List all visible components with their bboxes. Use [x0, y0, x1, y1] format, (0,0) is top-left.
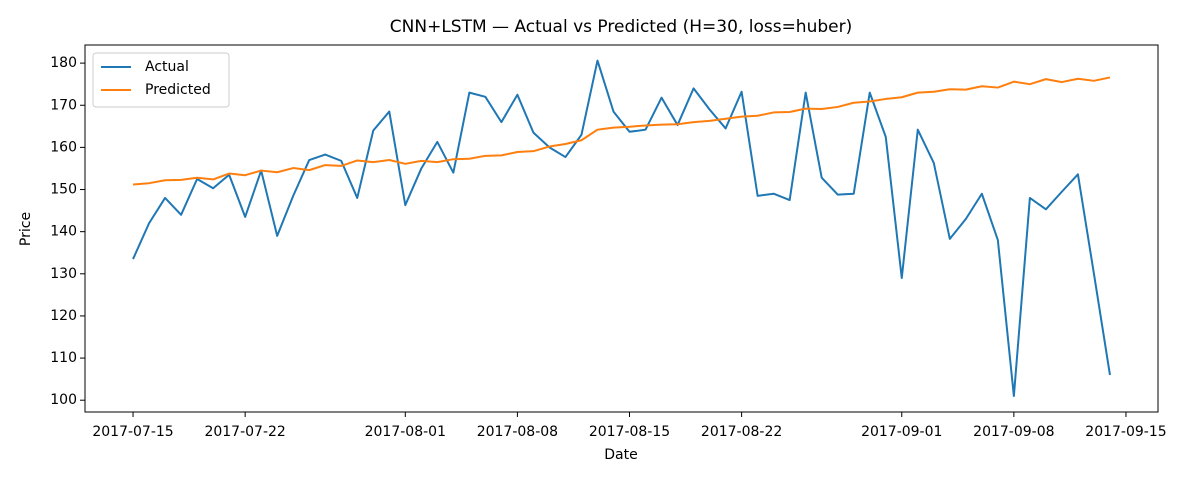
- data-line: [132, 76, 1111, 186]
- x-tick-label: 2017-09-15: [1085, 424, 1166, 440]
- data-line: [132, 59, 1111, 397]
- x-tick-label: 2017-08-22: [701, 424, 782, 440]
- y-tick-label: 180: [50, 55, 77, 71]
- chart-title: CNN+LSTM — Actual vs Predicted (H=30, lo…: [390, 17, 852, 37]
- plot-frame: [84, 44, 1159, 413]
- legend-label: Actual: [145, 59, 189, 75]
- y-tick-label: 140: [50, 224, 77, 240]
- x-tick-label: 2017-07-15: [92, 424, 173, 440]
- y-tick-label: 100: [50, 392, 77, 408]
- y-axis-label: Price: [18, 212, 34, 246]
- x-tick-label: 2017-08-15: [589, 424, 670, 440]
- y-tick-label: 170: [50, 97, 77, 113]
- y-tick-label: 150: [50, 182, 77, 198]
- x-axis-label: Date: [604, 447, 637, 463]
- x-tick-label: 2017-07-22: [204, 424, 285, 440]
- x-tick-label: 2017-08-08: [477, 424, 558, 440]
- x-tick-label: 2017-09-08: [973, 424, 1054, 440]
- x-tick-label: 2017-09-01: [861, 424, 942, 440]
- y-tick-label: 110: [50, 350, 77, 366]
- y-tick-label: 160: [50, 139, 77, 155]
- x-tick-label: 2017-08-01: [365, 424, 446, 440]
- legend-label: Predicted: [145, 82, 211, 98]
- y-tick-label: 120: [50, 308, 77, 324]
- y-tick-label: 130: [50, 266, 77, 282]
